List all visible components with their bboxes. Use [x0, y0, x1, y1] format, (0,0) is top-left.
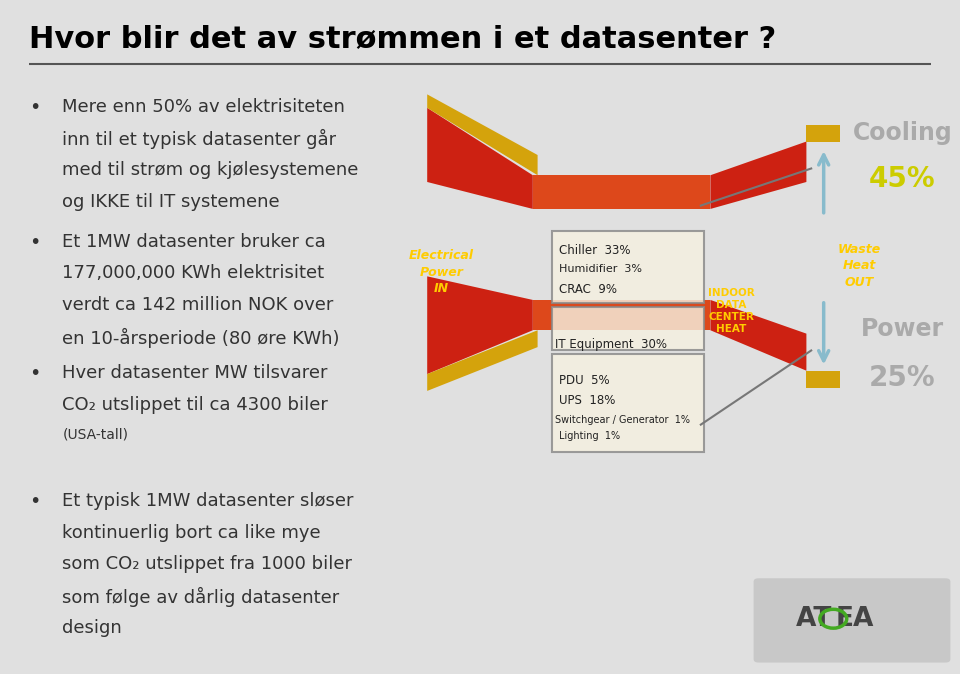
Text: Hver datasenter MW tilsvarer: Hver datasenter MW tilsvarer: [62, 364, 328, 382]
Text: AT: AT: [796, 606, 832, 632]
Text: CRAC  9%: CRAC 9%: [559, 283, 616, 296]
Polygon shape: [427, 94, 538, 175]
Text: INDOOR
DATA
CENTER
HEAT: INDOOR DATA CENTER HEAT: [708, 288, 755, 334]
Polygon shape: [533, 175, 710, 209]
FancyBboxPatch shape: [754, 578, 950, 663]
Text: med til strøm og kjølesystemene: med til strøm og kjølesystemene: [62, 161, 359, 179]
Text: PDU  5%: PDU 5%: [559, 374, 610, 387]
Text: •: •: [29, 492, 40, 511]
Text: Hvor blir det av strømmen i et datasenter ?: Hvor blir det av strømmen i et datasente…: [29, 24, 776, 53]
Text: kontinuerlig bort ca like mye: kontinuerlig bort ca like mye: [62, 524, 321, 542]
Polygon shape: [710, 300, 806, 371]
Text: 25%: 25%: [869, 364, 936, 392]
Text: Electrical
Power
IN: Electrical Power IN: [409, 249, 474, 295]
Text: Et 1MW datasenter bruker ca: Et 1MW datasenter bruker ca: [62, 233, 326, 251]
Text: verdt ca 142 million NOK over: verdt ca 142 million NOK over: [62, 296, 334, 314]
Text: •: •: [29, 98, 40, 117]
Text: Switchgear / Generator  1%: Switchgear / Generator 1%: [555, 415, 690, 425]
Text: Humidifier  3%: Humidifier 3%: [559, 264, 641, 274]
Text: 177,000,000 KWh elektrisitet: 177,000,000 KWh elektrisitet: [62, 264, 324, 282]
Text: Et typisk 1MW datasenter sløser: Et typisk 1MW datasenter sløser: [62, 492, 354, 510]
Text: CO₂ utslippet til ca 4300 biler: CO₂ utslippet til ca 4300 biler: [62, 396, 328, 414]
Text: og IKKE til IT systemene: og IKKE til IT systemene: [62, 193, 280, 211]
Polygon shape: [427, 276, 533, 374]
Text: Mere enn 50% av elektrisiteten: Mere enn 50% av elektrisiteten: [62, 98, 346, 116]
Text: Cooling: Cooling: [852, 121, 952, 146]
Text: Waste
Heat
OUT: Waste Heat OUT: [837, 243, 881, 288]
FancyBboxPatch shape: [552, 307, 704, 350]
Text: •: •: [29, 233, 40, 251]
Text: som følge av dårlig datasenter: som følge av dårlig datasenter: [62, 587, 340, 607]
FancyBboxPatch shape: [552, 231, 704, 303]
Text: 45%: 45%: [869, 165, 936, 193]
Polygon shape: [806, 371, 840, 388]
FancyBboxPatch shape: [552, 354, 704, 452]
Polygon shape: [427, 330, 538, 391]
Text: (USA-tall): (USA-tall): [62, 427, 129, 441]
Polygon shape: [533, 300, 710, 330]
Text: •: •: [29, 364, 40, 383]
Text: Chiller  33%: Chiller 33%: [559, 244, 630, 257]
Polygon shape: [427, 108, 533, 209]
Text: Lighting  1%: Lighting 1%: [559, 431, 620, 441]
Polygon shape: [806, 125, 840, 142]
Text: en 10-årsperiode (80 øre KWh): en 10-årsperiode (80 øre KWh): [62, 328, 340, 348]
Text: Power: Power: [861, 317, 944, 341]
Polygon shape: [710, 142, 806, 209]
Text: inn til et typisk datasenter går: inn til et typisk datasenter går: [62, 129, 337, 150]
Text: design: design: [62, 619, 122, 637]
Text: som CO₂ utslippet fra 1000 biler: som CO₂ utslippet fra 1000 biler: [62, 555, 352, 574]
Text: EA: EA: [835, 606, 874, 632]
Text: UPS  18%: UPS 18%: [559, 394, 615, 407]
Text: IT Equipment  30%: IT Equipment 30%: [555, 338, 667, 351]
